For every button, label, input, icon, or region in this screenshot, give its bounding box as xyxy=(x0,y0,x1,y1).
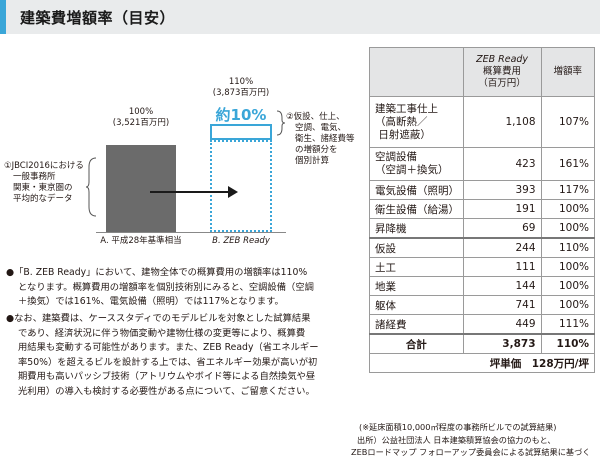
note-left-bracket xyxy=(86,157,97,217)
bar-b xyxy=(210,140,272,232)
table-row: 仮設 244 110% xyxy=(369,237,595,258)
row-cost: 423 xyxy=(462,147,542,181)
bar-a-value: (3,521百万円) xyxy=(112,118,170,128)
table-total-row: 合計 3,873 110% xyxy=(369,333,595,354)
bar-a-percent: 100% xyxy=(128,107,154,117)
row-cost: 144 xyxy=(462,276,542,296)
table-row: 土工 111 100% xyxy=(369,257,595,277)
bar-b-value: (3,873百万円) xyxy=(212,88,270,98)
row-item: 昇降機 xyxy=(369,218,464,239)
table-row: 衛生設備（給湯） 191 100% xyxy=(369,199,595,219)
page-title: 建築費増額率（目安） xyxy=(20,9,176,27)
category-b: B. ZEB Ready xyxy=(212,236,270,246)
header-item xyxy=(369,47,464,97)
row-item: 地業 xyxy=(369,276,464,296)
row-item: 諸経費 xyxy=(369,314,464,335)
total-rate: 110% xyxy=(540,333,595,354)
row-item: 建築工事仕上 （高断熱／ 日射遮蔽） xyxy=(369,96,464,148)
category-a: A. 平成28年基準相当 xyxy=(100,236,182,246)
row-cost: 393 xyxy=(462,180,542,200)
table-row: 諸経費 449 111% xyxy=(369,314,595,335)
bar-b-percent: 110% xyxy=(228,77,254,87)
row-cost: 69 xyxy=(462,218,542,239)
highlight-label: 約10% xyxy=(215,106,267,124)
arrow-head-icon xyxy=(228,186,238,198)
row-cost: 111 xyxy=(462,257,542,277)
row-cost: 741 xyxy=(462,295,542,315)
total-cost: 3,873 xyxy=(462,333,542,354)
paragraph-1: ●「B. ZEB Ready」において、建物全体での概算費用の増額率は110% … xyxy=(6,267,314,307)
row-rate: 100% xyxy=(540,218,595,239)
bar-a xyxy=(106,145,176,232)
title-accent xyxy=(0,0,6,34)
note-right-bracket xyxy=(276,110,286,136)
row-rate: 100% xyxy=(540,199,595,219)
note-left: ①JBCI2016における 一般事務所 関東・東京圏の 平均的なデータ xyxy=(4,161,84,204)
row-cost: 244 xyxy=(462,237,542,258)
table-row: 躯体 741 100% xyxy=(369,295,595,315)
row-item: 躯体 xyxy=(369,295,464,315)
row-rate: 107% xyxy=(540,96,595,148)
row-item: 仮設 xyxy=(369,237,464,258)
footnotes: (※延床面積10,000㎡程度の事務所ビルでの試算結果) 出所）公益社団法人 日… xyxy=(351,422,591,457)
paragraph-2: ●なお、建築費は、ケーススタディでのモデルビルを対象とした試算結果 であり、経済… xyxy=(6,313,319,397)
row-rate: 100% xyxy=(540,295,595,315)
unit-price-row: 坪単価 128万円/坪 xyxy=(369,353,595,373)
total-label: 合計 xyxy=(369,333,464,354)
table-row: 地業 144 100% xyxy=(369,276,595,296)
row-item: 空調設備 （空調＋換気） xyxy=(369,147,464,181)
table-row: 建築工事仕上 （高断熱／ 日射遮蔽） 1,108 107% xyxy=(369,96,595,148)
table-row: 空調設備 （空調＋換気） 423 161% xyxy=(369,147,595,181)
row-cost: 191 xyxy=(462,199,542,219)
row-cost: 1,108 xyxy=(462,96,542,148)
note-right: ②仮設、仕上、 空調、電気、 衛生、諸経費等 の増額分を 個別計算 xyxy=(286,112,355,166)
row-rate: 111% xyxy=(540,314,595,335)
unit-price: 坪単価 128万円/坪 xyxy=(369,353,595,373)
arrow-line xyxy=(150,191,230,193)
row-rate: 100% xyxy=(540,257,595,277)
table-row: 昇降機 69 100% xyxy=(369,218,595,239)
row-rate: 110% xyxy=(540,237,595,258)
row-rate: 161% xyxy=(540,147,595,181)
row-rate: 100% xyxy=(540,276,595,296)
cost-table: ZEB Ready 概算費用 （百万円） 増額率 建築工事仕上 （高断熱／ 日射遮… xyxy=(369,47,595,373)
table-header: ZEB Ready 概算費用 （百万円） 増額率 xyxy=(369,47,595,97)
row-item: 土工 xyxy=(369,257,464,277)
row-rate: 117% xyxy=(540,180,595,200)
row-cost: 449 xyxy=(462,314,542,335)
row-item: 衛生設備（給湯） xyxy=(369,199,464,219)
header-cost: ZEB Ready 概算費用 （百万円） xyxy=(462,47,542,97)
row-item: 電気設備（照明） xyxy=(369,180,464,200)
title-bar xyxy=(0,0,600,34)
chart-baseline xyxy=(96,232,286,233)
table-row: 電気設備（照明） 393 117% xyxy=(369,180,595,200)
bar-b-increase xyxy=(210,124,272,140)
header-rate: 増額率 xyxy=(540,47,595,97)
